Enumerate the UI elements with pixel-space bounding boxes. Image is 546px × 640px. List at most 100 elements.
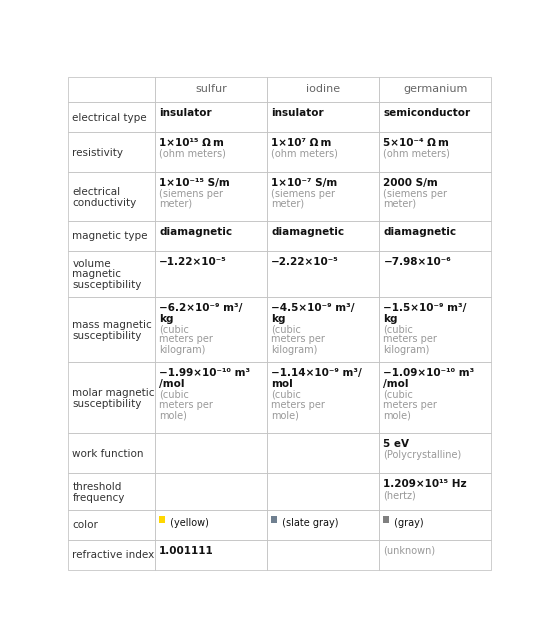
Text: (siemens per: (siemens per bbox=[271, 189, 335, 199]
Text: (slate gray): (slate gray) bbox=[279, 518, 339, 529]
Bar bbox=[155, 297, 267, 362]
Bar bbox=[379, 77, 491, 102]
Bar bbox=[68, 251, 155, 297]
Text: meter): meter) bbox=[383, 199, 417, 209]
Bar bbox=[155, 510, 267, 540]
Bar bbox=[68, 77, 155, 102]
Text: conductivity: conductivity bbox=[73, 198, 136, 207]
Text: color: color bbox=[73, 520, 98, 531]
Text: meters per: meters per bbox=[271, 335, 325, 344]
Text: (cubic: (cubic bbox=[159, 390, 189, 400]
Text: kg: kg bbox=[159, 314, 174, 324]
Text: mole): mole) bbox=[271, 410, 299, 420]
Bar bbox=[379, 362, 491, 433]
Text: −1.5×10⁻⁹ m³/: −1.5×10⁻⁹ m³/ bbox=[383, 303, 467, 313]
Bar bbox=[155, 251, 267, 297]
Text: (cubic: (cubic bbox=[383, 390, 413, 400]
Text: susceptibility: susceptibility bbox=[73, 399, 142, 409]
Text: susceptibility: susceptibility bbox=[73, 280, 142, 290]
Text: (ohm meters): (ohm meters) bbox=[383, 148, 450, 159]
Text: meters per: meters per bbox=[383, 400, 437, 410]
Text: kilogram): kilogram) bbox=[271, 344, 318, 355]
Text: −6.2×10⁻⁹ m³/: −6.2×10⁻⁹ m³/ bbox=[159, 303, 242, 313]
Bar bbox=[155, 362, 267, 433]
Text: 5 eV: 5 eV bbox=[383, 439, 410, 449]
Bar bbox=[68, 510, 155, 540]
Text: (cubic: (cubic bbox=[271, 324, 301, 334]
Text: meters per: meters per bbox=[159, 400, 213, 410]
Text: kg: kg bbox=[271, 314, 286, 324]
Text: magnetic: magnetic bbox=[73, 269, 121, 280]
Bar bbox=[267, 362, 379, 433]
Text: diamagnetic: diamagnetic bbox=[271, 227, 345, 237]
Text: volume: volume bbox=[73, 259, 111, 269]
Bar bbox=[155, 221, 267, 251]
Bar bbox=[68, 221, 155, 251]
Text: mass magnetic: mass magnetic bbox=[73, 320, 152, 330]
Text: 1×10⁻¹⁵ S/m: 1×10⁻¹⁵ S/m bbox=[159, 178, 230, 188]
Bar bbox=[379, 102, 491, 132]
Bar bbox=[159, 516, 165, 524]
Bar bbox=[267, 172, 379, 221]
Text: meter): meter) bbox=[271, 199, 305, 209]
Bar bbox=[155, 77, 267, 102]
Text: −7.98×10⁻⁶: −7.98×10⁻⁶ bbox=[383, 257, 451, 267]
Text: (Polycrystalline): (Polycrystalline) bbox=[383, 450, 462, 460]
Text: 1×10⁷ Ω m: 1×10⁷ Ω m bbox=[271, 138, 332, 148]
Text: electrical type: electrical type bbox=[73, 113, 147, 122]
Text: −1.09×10⁻¹⁰ m³: −1.09×10⁻¹⁰ m³ bbox=[383, 368, 474, 378]
Bar bbox=[379, 473, 491, 510]
Text: diamagnetic: diamagnetic bbox=[159, 227, 233, 237]
Text: germanium: germanium bbox=[403, 84, 467, 94]
Bar bbox=[379, 433, 491, 473]
Text: kg: kg bbox=[383, 314, 398, 324]
Text: meters per: meters per bbox=[159, 335, 213, 344]
Text: 1.001111: 1.001111 bbox=[159, 546, 214, 556]
Text: magnetic type: magnetic type bbox=[73, 232, 148, 241]
Text: −4.5×10⁻⁹ m³/: −4.5×10⁻⁹ m³/ bbox=[271, 303, 355, 313]
Text: diamagnetic: diamagnetic bbox=[383, 227, 456, 237]
Bar bbox=[267, 102, 379, 132]
Bar bbox=[155, 102, 267, 132]
Text: −1.14×10⁻⁹ m³/: −1.14×10⁻⁹ m³/ bbox=[271, 368, 362, 378]
Text: meters per: meters per bbox=[271, 400, 325, 410]
Bar bbox=[68, 433, 155, 473]
Bar bbox=[68, 132, 155, 172]
Text: electrical: electrical bbox=[73, 187, 121, 196]
Text: (siemens per: (siemens per bbox=[159, 189, 223, 199]
Text: insulator: insulator bbox=[271, 108, 324, 118]
Text: (gray): (gray) bbox=[391, 518, 424, 529]
Text: 5×10⁻⁴ Ω m: 5×10⁻⁴ Ω m bbox=[383, 138, 449, 148]
Text: molar magnetic: molar magnetic bbox=[73, 388, 155, 398]
Text: insulator: insulator bbox=[159, 108, 212, 118]
Bar bbox=[155, 540, 267, 570]
Bar bbox=[379, 132, 491, 172]
Text: semiconductor: semiconductor bbox=[383, 108, 471, 118]
Bar bbox=[155, 132, 267, 172]
Text: −2.22×10⁻⁵: −2.22×10⁻⁵ bbox=[271, 257, 339, 267]
Text: (siemens per: (siemens per bbox=[383, 189, 448, 199]
Text: sulfur: sulfur bbox=[195, 84, 227, 94]
Bar bbox=[68, 172, 155, 221]
Bar bbox=[267, 433, 379, 473]
Bar bbox=[68, 102, 155, 132]
Text: kilogram): kilogram) bbox=[159, 344, 206, 355]
Text: (ohm meters): (ohm meters) bbox=[271, 148, 338, 159]
Bar bbox=[383, 516, 389, 524]
Text: susceptibility: susceptibility bbox=[73, 331, 142, 340]
Text: −1.99×10⁻¹⁰ m³: −1.99×10⁻¹⁰ m³ bbox=[159, 368, 251, 378]
Text: meter): meter) bbox=[159, 199, 192, 209]
Bar bbox=[379, 540, 491, 570]
Bar bbox=[155, 172, 267, 221]
Text: 1.209×10¹⁵ Hz: 1.209×10¹⁵ Hz bbox=[383, 479, 467, 489]
Text: meters per: meters per bbox=[383, 335, 437, 344]
Text: kilogram): kilogram) bbox=[383, 344, 430, 355]
Bar bbox=[68, 297, 155, 362]
Text: 1×10⁻⁷ S/m: 1×10⁻⁷ S/m bbox=[271, 178, 337, 188]
Text: (ohm meters): (ohm meters) bbox=[159, 148, 226, 159]
Text: (hertz): (hertz) bbox=[383, 490, 416, 500]
Bar bbox=[267, 297, 379, 362]
Text: (unknown): (unknown) bbox=[383, 546, 436, 556]
Bar bbox=[379, 172, 491, 221]
Text: /mol: /mol bbox=[383, 379, 409, 389]
